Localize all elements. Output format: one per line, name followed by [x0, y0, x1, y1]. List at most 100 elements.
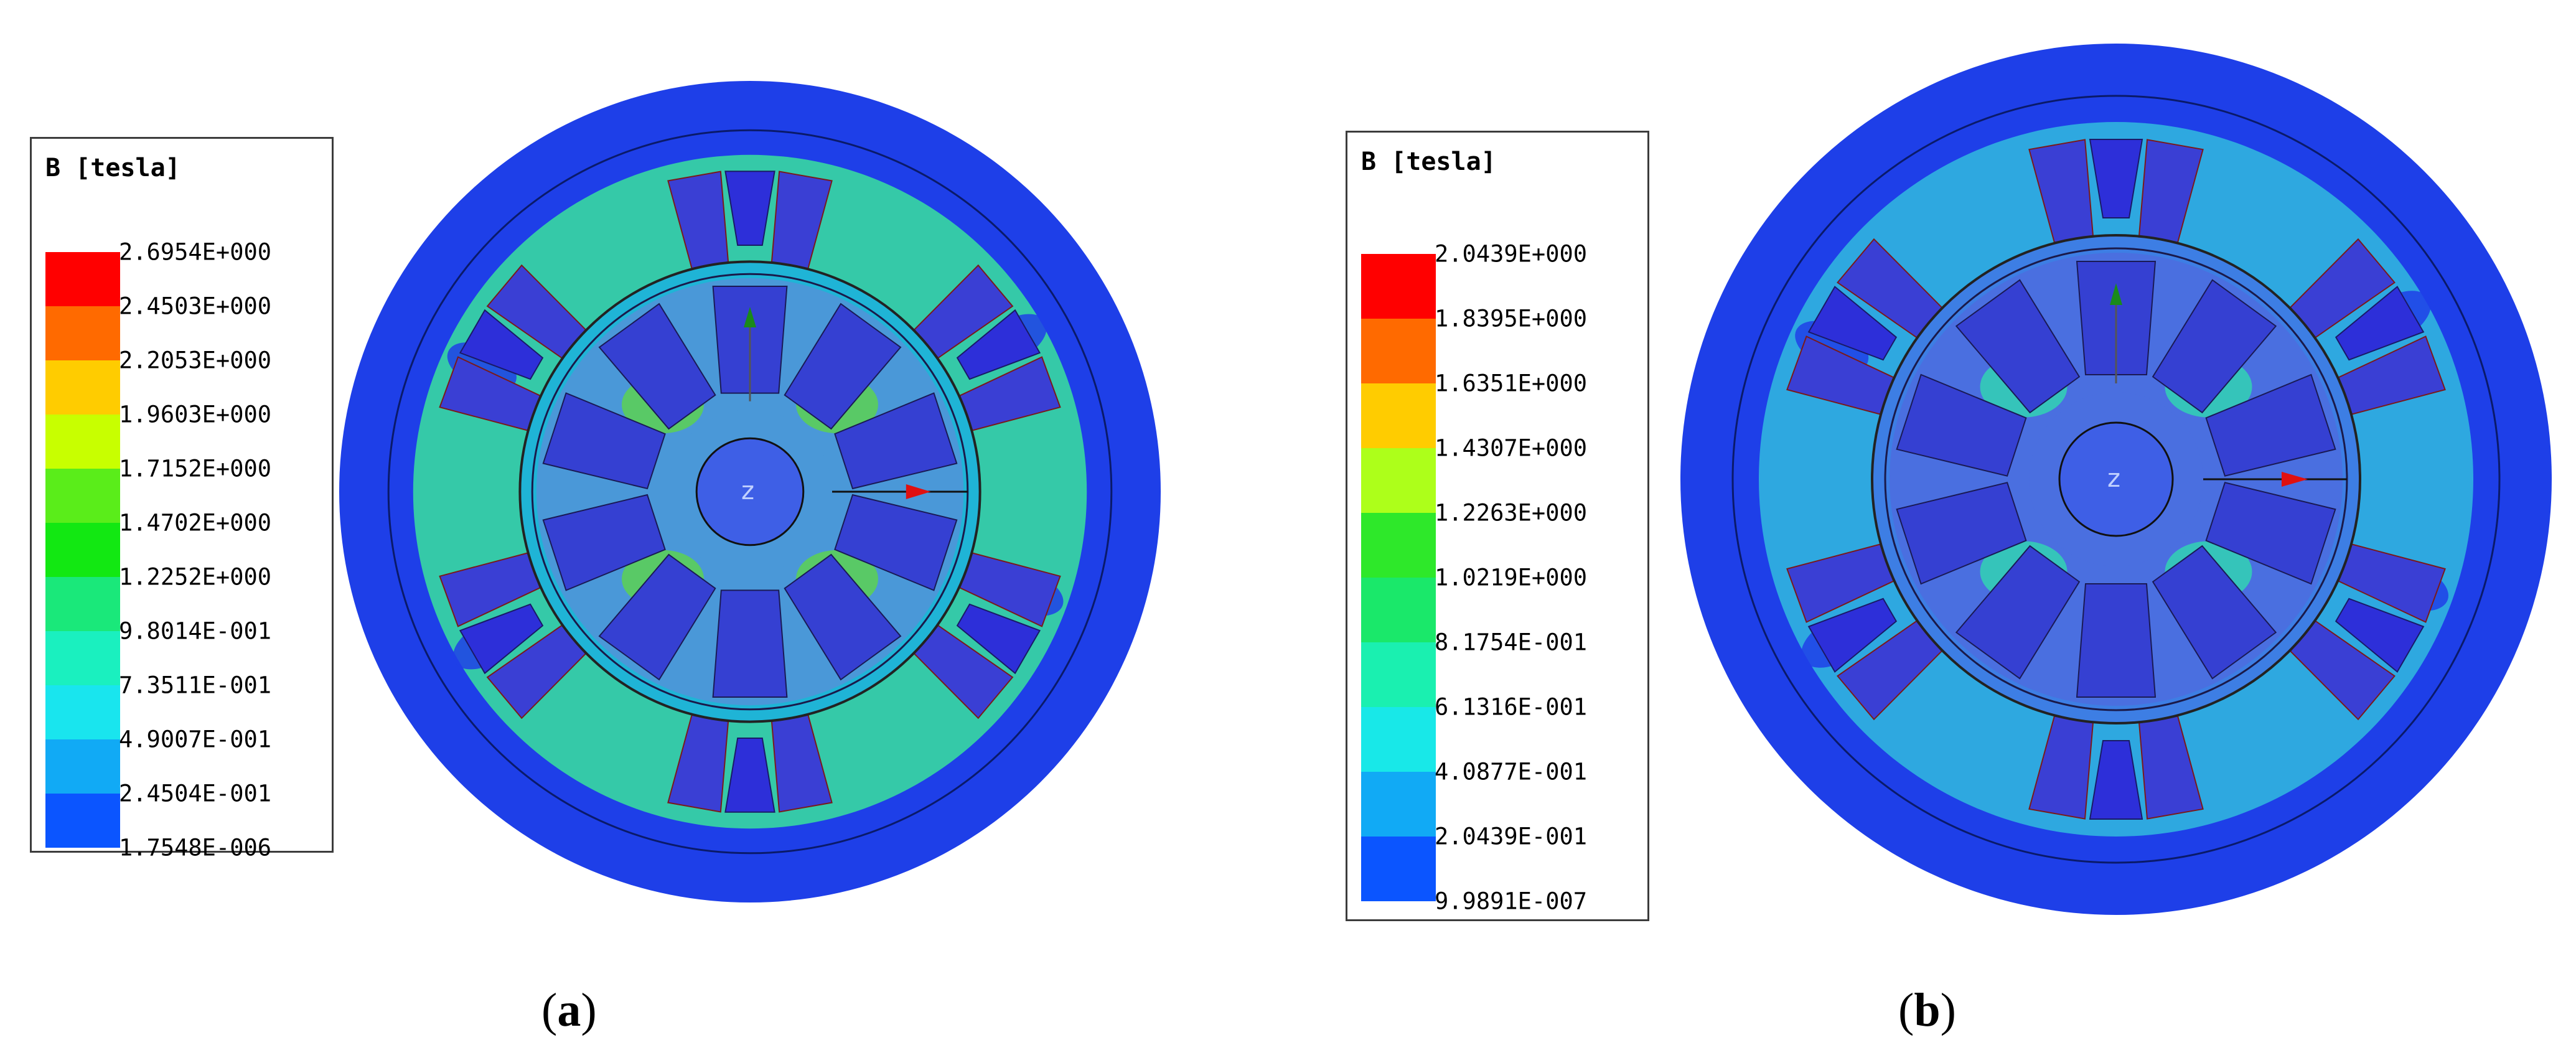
arrow-head [2282, 472, 2308, 487]
stator-tooth [1807, 286, 1898, 361]
up-arrow-icon [2110, 283, 2122, 383]
legend-swatch [45, 523, 120, 577]
legend-value: 9.8014E-001 [119, 617, 272, 645]
legend-value: 1.8395E+000 [1435, 305, 1588, 332]
legend-swatch [1361, 837, 1436, 901]
legend-swatch [45, 469, 120, 523]
up-arrow-icon [744, 307, 756, 401]
caption-a: (a) [541, 984, 597, 1036]
legend-swatch [45, 631, 120, 685]
rotor-slot [2205, 482, 2336, 585]
shaft [2058, 421, 2174, 537]
legend-swatch [45, 252, 120, 306]
stator-tooth [2335, 598, 2425, 673]
rotor-slot [834, 494, 958, 591]
legend-swatch [1361, 578, 1436, 642]
legend-a: B [tesla] 2.6954E+000 2.4503E+000 2.2053E+… [30, 137, 334, 861]
legend-value: 2.4504E-001 [119, 780, 272, 807]
stator-tooth [956, 309, 1041, 380]
legend-body: 2.6954E+000 2.4503E+000 2.2053E+000 1.9603E… [32, 139, 332, 861]
legend-swatch [1361, 642, 1436, 707]
rotor-slot [2076, 583, 2157, 698]
arrow-head [906, 484, 931, 499]
arrow-head [2110, 283, 2122, 305]
rotor-slot [712, 589, 788, 698]
coordinate-marker: z [741, 477, 754, 505]
legend-swatch [45, 415, 120, 469]
legend-swatch [1361, 772, 1436, 837]
legend-value: 2.4503E+000 [119, 293, 272, 320]
legend-swatch [45, 306, 120, 360]
rotor-slot [598, 302, 716, 430]
legend-title: B [tesla] [45, 154, 180, 182]
motor-cross-section: z [339, 81, 1161, 902]
legend-swatch [45, 685, 120, 739]
legend-value: 6.1316E-001 [1435, 693, 1588, 721]
legend-value: 1.2263E+000 [1435, 499, 1588, 527]
stator-tooth [459, 309, 544, 380]
legend-value: 1.7548E-006 [119, 834, 272, 861]
legend-value: 8.1754E-001 [1435, 629, 1588, 656]
legend-swatch [45, 577, 120, 631]
air-gap-outer [518, 260, 981, 723]
rotor-slot [598, 553, 716, 681]
panel-a: B [tesla] 2.6954E+000 2.4503E+000 2.2053E+… [0, 0, 1245, 1050]
stator-tooth [724, 738, 775, 813]
legend-title: B [tesla] [1361, 148, 1496, 176]
rotor-slot [542, 494, 666, 591]
legend-value: 2.0439E-001 [1435, 823, 1588, 850]
legend-value: 7.3511E-001 [119, 672, 272, 699]
legend-swatch [1361, 383, 1436, 448]
rotor-slot [1896, 482, 2027, 585]
stator-tooth [956, 603, 1041, 675]
stator-tooth [724, 171, 775, 246]
legend-swatch [1361, 254, 1436, 319]
legend-value: 1.0219E+000 [1435, 564, 1588, 591]
right-arrow-icon [832, 484, 968, 499]
stator-tooth [1807, 598, 1898, 673]
legend-swatch [45, 794, 120, 848]
coordinate-marker: z [2107, 464, 2120, 493]
rotor-slot [2152, 545, 2277, 680]
arrow-head [744, 307, 756, 327]
rotor-slot [1896, 373, 2027, 477]
right-arrow-icon [2203, 472, 2347, 487]
rotor-slot [1955, 545, 2081, 680]
frame-boundary [1731, 95, 2501, 864]
legend-value: 4.9007E-001 [119, 726, 272, 753]
legend-swatch [1361, 707, 1436, 772]
rotor-slot [2152, 279, 2277, 414]
rotor-slot [784, 553, 902, 681]
legend-body: 2.0439E+000 1.8395E+000 1.6351E+000 1.4307E… [1347, 133, 1647, 919]
legend-swatch [1361, 319, 1436, 383]
rotor-slot [1955, 279, 2081, 414]
panel-b: B [tesla] 2.0439E+000 1.8395E+000 1.6351E+… [1245, 0, 2576, 1050]
air-gap-outer [1871, 234, 2361, 724]
flux-density-plot-a: z [339, 81, 1161, 902]
legend-value: 1.4702E+000 [119, 509, 272, 537]
legend-value: 1.9603E+000 [119, 401, 272, 428]
frame-boundary [387, 129, 1113, 855]
legend-value: 4.0877E-001 [1435, 758, 1588, 785]
stator-tooth [459, 603, 544, 675]
rotor-slot [2205, 373, 2336, 477]
stator-tooth [2335, 286, 2425, 361]
caption-b: (b) [1898, 984, 1956, 1036]
shaft [695, 437, 805, 546]
legend-swatch [1361, 513, 1436, 578]
legend-swatch [1361, 448, 1436, 513]
legend-value: 9.9891E-007 [1435, 888, 1588, 915]
rotor-slot [784, 302, 902, 430]
flux-density-plot-b: z [1680, 44, 2552, 915]
stator-tooth [2089, 139, 2143, 218]
rotor-slot [542, 392, 666, 490]
legend-value: 1.2252E+000 [119, 563, 272, 591]
legend-value: 1.7152E+000 [119, 455, 272, 482]
rotor-slot [834, 392, 958, 490]
legend-swatch [45, 739, 120, 794]
legend-value: 1.4307E+000 [1435, 434, 1588, 462]
legend-value: 2.0439E+000 [1435, 240, 1588, 268]
legend-value: 1.6351E+000 [1435, 370, 1588, 397]
legend-value: 2.2053E+000 [119, 347, 272, 374]
air-gap-inner [531, 273, 969, 711]
